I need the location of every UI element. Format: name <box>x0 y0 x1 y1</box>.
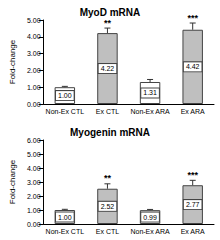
svg-text:Ex CTL: Ex CTL <box>96 108 119 115</box>
svg-text:4.42: 4.42 <box>186 63 200 70</box>
svg-text:Fold-change: Fold-change <box>8 159 17 204</box>
svg-text:Non-Ex CTL: Non-Ex CTL <box>46 228 85 235</box>
svg-text:Fold-change: Fold-change <box>8 39 17 84</box>
svg-text:2.77: 2.77 <box>186 201 200 208</box>
svg-text:4.00: 4.00 <box>27 165 41 172</box>
svg-text:4.22: 4.22 <box>101 65 115 72</box>
svg-text:Myogenin mRNA: Myogenin mRNA <box>70 127 150 138</box>
svg-text:0.00: 0.00 <box>27 101 41 108</box>
svg-text:0.00: 0.00 <box>27 221 41 228</box>
svg-text:Ex ARA: Ex ARA <box>181 108 205 115</box>
svg-text:**: ** <box>104 18 112 28</box>
svg-text:Non-Ex ARA: Non-Ex ARA <box>130 228 170 235</box>
svg-text:4.00: 4.00 <box>27 33 41 40</box>
svg-text:Non-Ex ARA: Non-Ex ARA <box>130 108 170 115</box>
svg-text:6.00: 6.00 <box>27 137 41 144</box>
svg-text:2.52: 2.52 <box>101 203 115 210</box>
svg-text:5.00: 5.00 <box>27 151 41 158</box>
svg-text:***: *** <box>187 170 198 180</box>
svg-text:0.99: 0.99 <box>143 214 157 221</box>
svg-text:***: *** <box>187 13 198 23</box>
svg-text:1.31: 1.31 <box>143 89 157 96</box>
svg-text:1.00: 1.00 <box>27 84 41 91</box>
svg-text:5.00: 5.00 <box>27 17 41 24</box>
svg-text:3.00: 3.00 <box>27 179 41 186</box>
svg-text:Ex ARA: Ex ARA <box>181 228 205 235</box>
svg-text:3.00: 3.00 <box>27 50 41 57</box>
svg-text:1.00: 1.00 <box>27 207 41 214</box>
svg-text:MyoD mRNA: MyoD mRNA <box>80 7 141 18</box>
svg-text:1.00: 1.00 <box>58 92 72 99</box>
svg-text:2.00: 2.00 <box>27 67 41 74</box>
svg-text:**: ** <box>104 173 112 183</box>
svg-text:1.00: 1.00 <box>58 214 72 221</box>
svg-text:Ex CTL: Ex CTL <box>96 228 119 235</box>
svg-text:2.00: 2.00 <box>27 193 41 200</box>
svg-text:Non-Ex CTL: Non-Ex CTL <box>46 108 85 115</box>
